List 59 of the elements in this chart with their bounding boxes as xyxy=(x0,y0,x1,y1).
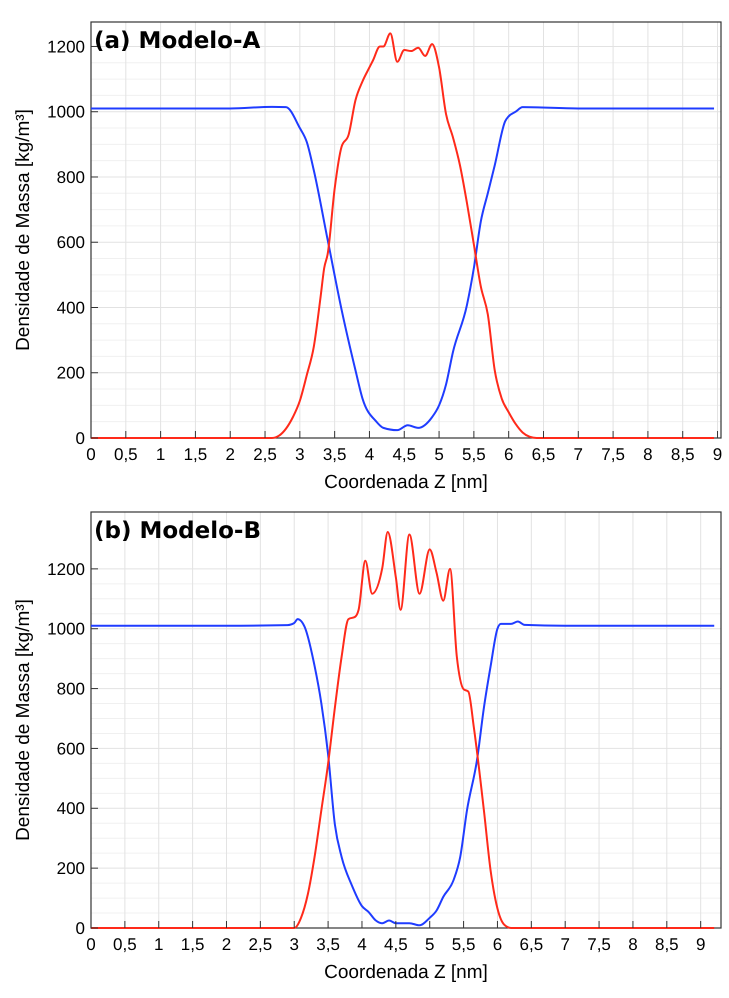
x-tick-label: 1 xyxy=(154,935,164,954)
line-series xyxy=(90,106,716,432)
x-tick-label: 0,5 xyxy=(113,935,137,954)
y-tick-label: 800 xyxy=(56,680,85,699)
x-tick-label: 2 xyxy=(222,935,232,954)
line-series xyxy=(90,618,716,926)
x-tick-label: 7 xyxy=(574,445,584,464)
y-tick-label: 0 xyxy=(76,918,85,938)
y-axis-title: Densidade de Massa [kg/m³] xyxy=(13,599,34,841)
x-tick-label: 6 xyxy=(492,935,502,954)
x-tick-label: 8,5 xyxy=(670,445,695,464)
x-tick-label: 4,5 xyxy=(392,445,416,464)
y-tick-label: 1200 xyxy=(47,560,85,579)
y-axis-title: Densidade de Massa [kg/m³] xyxy=(13,109,34,351)
x-tick-label: 7,5 xyxy=(601,445,625,464)
y-tick-label: 600 xyxy=(56,233,85,252)
x-tick-label: 6,5 xyxy=(520,935,544,954)
y-tick-label: 200 xyxy=(56,859,85,878)
x-tick-label: 8,5 xyxy=(654,935,679,954)
y-tick-label: 1000 xyxy=(47,102,85,122)
y-tick-label: 400 xyxy=(56,799,85,818)
chart-title: (a) Modelo-A xyxy=(94,28,261,54)
y-tick-label: 1200 xyxy=(47,37,85,56)
x-tick-label: 5,5 xyxy=(462,445,486,464)
y-tick-label: 0 xyxy=(76,428,85,448)
x-tick-label: 3 xyxy=(289,935,299,954)
x-tick-label: 4 xyxy=(357,935,367,954)
x-tick-label: 6 xyxy=(504,445,514,464)
x-axis-title: Coordenada Z [nm] xyxy=(324,472,488,493)
x-tick-label: 3,5 xyxy=(316,935,340,954)
x-tick-label: 4,5 xyxy=(384,935,408,954)
line-series xyxy=(90,32,716,439)
y-tick-label: 1000 xyxy=(47,620,85,639)
x-tick-label: 4 xyxy=(364,445,374,464)
x-tick-label: 5,5 xyxy=(452,935,476,954)
chart-title: (b) Modelo-B xyxy=(94,518,262,544)
x-tick-label: 1,5 xyxy=(180,935,204,954)
x-tick-label: 1 xyxy=(156,445,166,464)
x-tick-label: 7 xyxy=(560,935,570,954)
x-axis-title: Coordenada Z [nm] xyxy=(324,962,488,983)
x-tick-label: 9 xyxy=(696,935,706,954)
x-tick-label: 1,5 xyxy=(184,445,208,464)
x-tick-label: 3,5 xyxy=(322,445,346,464)
y-tick-label: 400 xyxy=(56,298,85,318)
y-tick-label: 800 xyxy=(56,168,85,187)
x-tick-label: 6,5 xyxy=(532,445,556,464)
x-tick-label: 8 xyxy=(628,935,638,954)
y-tick-label: 600 xyxy=(56,739,85,758)
x-tick-label: 2,5 xyxy=(248,935,272,954)
x-tick-label: 3 xyxy=(295,445,305,464)
x-tick-label: 8 xyxy=(643,445,653,464)
x-tick-label: 7,5 xyxy=(587,935,611,954)
x-tick-label: 9 xyxy=(712,445,722,464)
x-tick-label: 5 xyxy=(434,445,444,464)
x-tick-label: 2 xyxy=(225,445,235,464)
y-tick-label: 200 xyxy=(56,364,85,383)
x-tick-label: 5 xyxy=(424,935,434,954)
x-tick-label: 0,5 xyxy=(114,445,138,464)
x-tick-label: 2,5 xyxy=(253,445,277,464)
